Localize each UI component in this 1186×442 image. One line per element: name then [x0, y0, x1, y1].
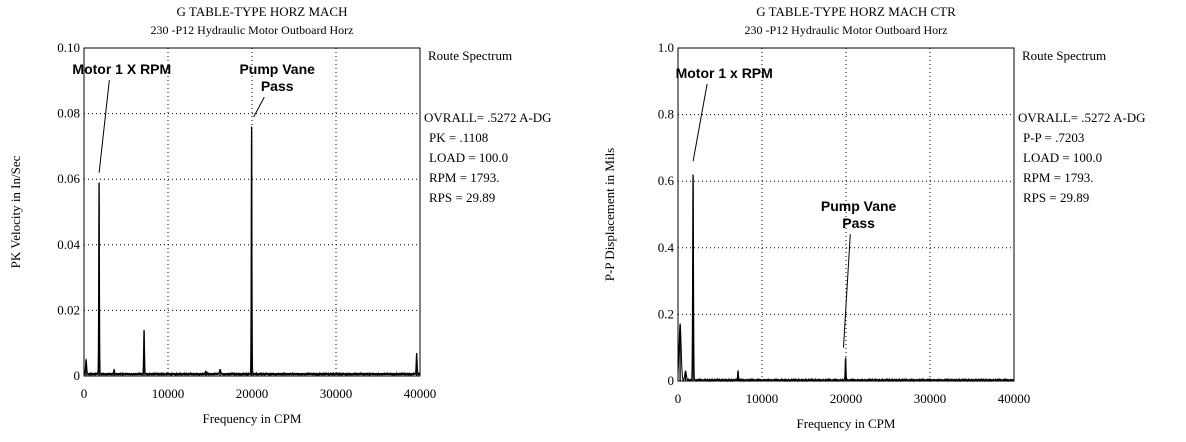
annotation-pointer — [842, 234, 851, 348]
x-tick-label: 10000 — [152, 386, 185, 401]
y-tick-label: 0 — [74, 368, 81, 383]
y-tick-label: 0.6 — [658, 173, 675, 188]
y-tick-label: 0.4 — [658, 240, 675, 255]
x-tick-label: 0 — [81, 386, 88, 401]
annotation-label: Pump Vane — [239, 61, 315, 77]
annotation-label: Motor 1 X RPM — [72, 61, 171, 77]
y-tick-label: 0.02 — [57, 302, 80, 317]
annotation-label: Motor 1 x RPM — [676, 65, 773, 81]
y-tick-label: 0.04 — [57, 237, 80, 252]
chart-2: G TABLE-TYPE HORZ MACH CTR 230 -P12 Hydra… — [602, 4, 1146, 431]
y-tick-label: 0.2 — [658, 306, 674, 321]
annotation-label: Pass — [261, 78, 294, 94]
side-info-line: LOAD = 100.0 — [1023, 150, 1102, 165]
side-info-line: RPS = 29.89 — [429, 190, 495, 205]
annotation-pointer — [98, 80, 110, 173]
annotation-label: Pass — [842, 215, 875, 231]
side-info-line: RPS = 29.89 — [1023, 190, 1089, 205]
y-tick-label: 0.08 — [57, 106, 80, 121]
x-axis-label: Frequency in CPM — [203, 411, 302, 426]
x-tick-label: 30000 — [914, 391, 947, 406]
x-tick-label: 0 — [675, 391, 682, 406]
y-tick-label: 0.06 — [57, 171, 80, 186]
side-info-line: P-P = .7203 — [1023, 130, 1084, 145]
side-info-line: OVRALL= .5272 A-DG — [1018, 110, 1146, 125]
x-tick-label: 20000 — [830, 391, 863, 406]
x-tick-label: 40000 — [404, 386, 437, 401]
chart-subtitle: 230 -P12 Hydraulic Motor Outboard Horz — [151, 23, 354, 37]
side-header: Route Spectrum — [428, 48, 512, 63]
x-axis-label: Frequency in CPM — [797, 416, 896, 431]
y-tick-label: 0.10 — [57, 40, 80, 55]
side-header: Route Spectrum — [1022, 48, 1106, 63]
y-axis-label: PK Velocity in In/Sec — [8, 155, 23, 268]
annotation-pointer — [692, 83, 708, 162]
side-info-line: LOAD = 100.0 — [429, 150, 508, 165]
y-tick-label: 1.0 — [658, 40, 674, 55]
chart-1: G TABLE-TYPE HORZ MACH 230 -P12 Hydraulic… — [8, 4, 552, 426]
annotation-label: Pump Vane — [821, 198, 897, 214]
annotation-pointer — [253, 97, 265, 118]
chart-subtitle: 230 -P12 Hydraulic Motor Outboard Horz — [745, 23, 948, 37]
x-tick-label: 10000 — [746, 391, 779, 406]
side-info-line: PK = .1108 — [429, 130, 488, 145]
x-tick-label: 20000 — [236, 386, 269, 401]
side-info-line: RPM = 1793. — [1023, 170, 1094, 185]
y-axis-label: P-P Displacement in Mils — [602, 148, 617, 282]
y-tick-label: 0.8 — [658, 107, 674, 122]
side-info-line: RPM = 1793. — [429, 170, 500, 185]
chart-title: G TABLE-TYPE HORZ MACH — [177, 4, 348, 19]
x-tick-label: 30000 — [320, 386, 353, 401]
chart-title: G TABLE-TYPE HORZ MACH CTR — [756, 4, 956, 19]
side-info-line: OVRALL= .5272 A-DG — [424, 110, 552, 125]
x-tick-label: 40000 — [998, 391, 1031, 406]
y-tick-label: 0 — [668, 373, 675, 388]
